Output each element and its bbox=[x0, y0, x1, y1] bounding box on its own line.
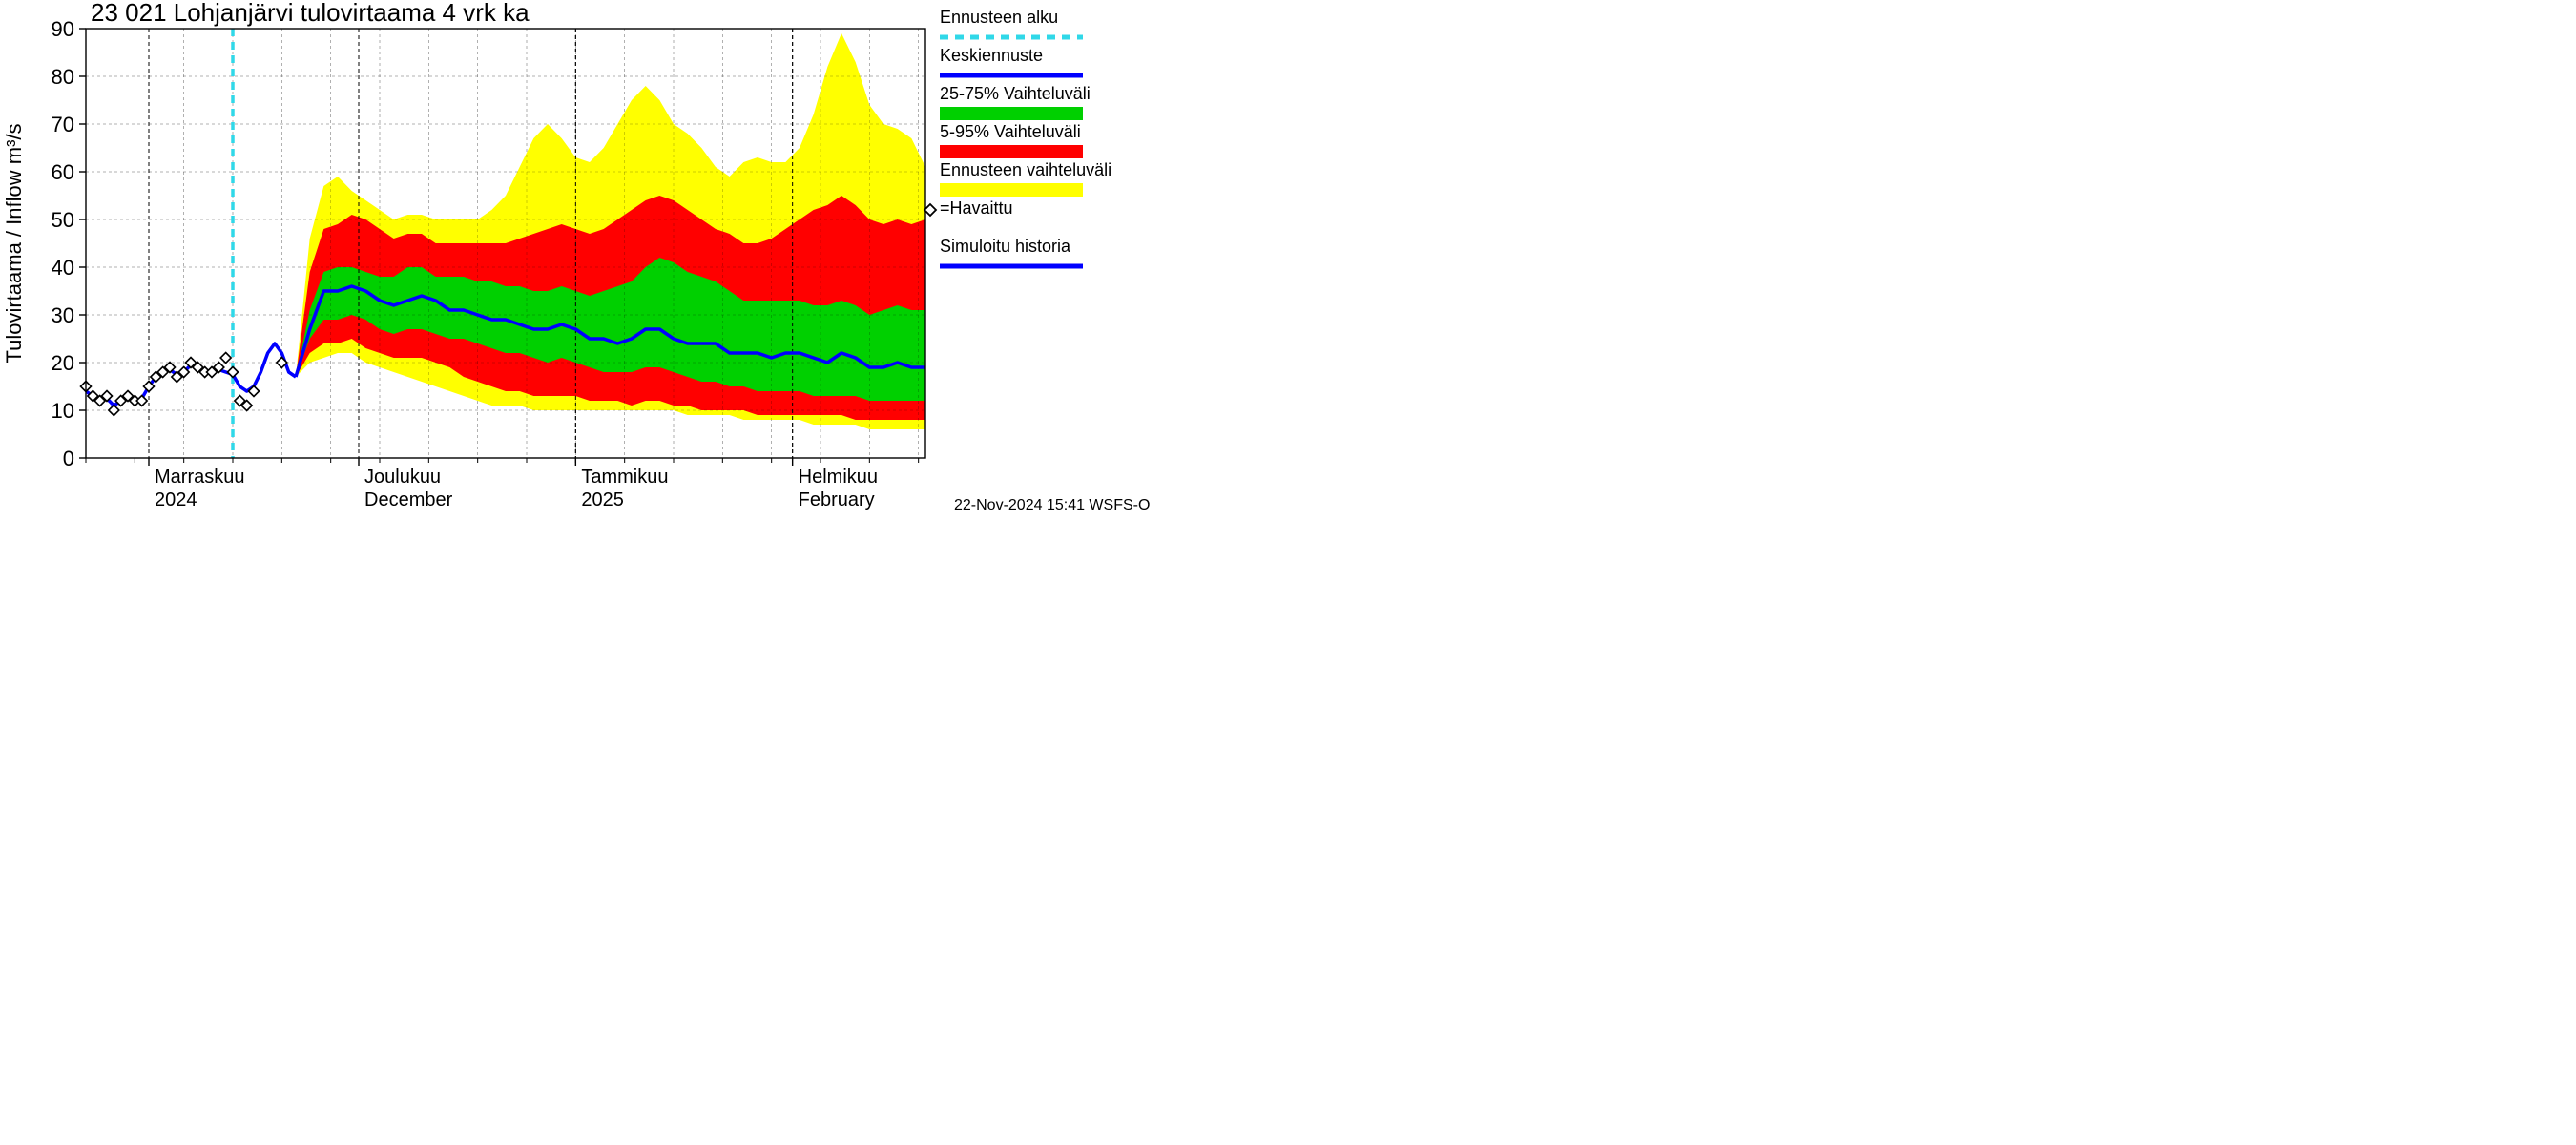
legend-swatch bbox=[940, 107, 1083, 120]
x-month-label-bottom: December bbox=[364, 489, 453, 510]
y-tick-label: 10 bbox=[52, 399, 74, 423]
legend-swatch bbox=[940, 145, 1083, 158]
legend-label: 5-95% Vaihteluväli bbox=[940, 122, 1081, 141]
inflow-forecast-chart: 0 10 20 30 40 50 60 70 80 90 Marraskuu2024 Joulukuu… bbox=[0, 0, 1288, 572]
y-tick-label: 30 bbox=[52, 303, 74, 327]
y-tick-label: 40 bbox=[52, 256, 74, 280]
legend-label: =Havaittu bbox=[940, 198, 1013, 218]
x-month-label-bottom: 2025 bbox=[581, 489, 624, 510]
x-month-label-bottom: February bbox=[799, 489, 875, 510]
y-tick-label: 50 bbox=[52, 208, 74, 232]
x-month-label-top: Helmikuu bbox=[799, 467, 878, 488]
chart-container: 0 10 20 30 40 50 60 70 80 90 Marraskuu2024 Joulukuu… bbox=[0, 0, 1288, 572]
y-tick-label: 80 bbox=[52, 65, 74, 89]
x-month-label-top: Marraskuu bbox=[155, 467, 244, 488]
y-tick-label: 60 bbox=[52, 160, 74, 184]
x-month-label-bottom: 2024 bbox=[155, 489, 197, 510]
y-axis-label: Tulovirtaama / Inflow m³/s bbox=[2, 123, 26, 363]
y-tick-label: 0 bbox=[63, 447, 74, 470]
legend-swatch bbox=[940, 183, 1083, 197]
legend-label: Ennusteen alku bbox=[940, 8, 1058, 27]
legend-label: 25-75% Vaihteluväli bbox=[940, 84, 1091, 103]
legend-label: Keskiennuste bbox=[940, 46, 1043, 65]
chart-title: 23 021 Lohjanjärvi tulovirtaama 4 vrk ka bbox=[91, 0, 530, 27]
x-month-label-top: Tammikuu bbox=[581, 467, 668, 488]
chart-footer-timestamp: 22-Nov-2024 15:41 WSFS-O bbox=[954, 497, 1150, 513]
legend-label: Ennusteen vaihteluväli bbox=[940, 160, 1111, 179]
y-tick-label: 90 bbox=[52, 17, 74, 41]
y-tick-label: 20 bbox=[52, 351, 74, 375]
legend-label: Simuloitu historia bbox=[940, 237, 1071, 256]
y-tick-label: 70 bbox=[52, 113, 74, 136]
x-month-label-top: Joulukuu bbox=[364, 467, 441, 488]
